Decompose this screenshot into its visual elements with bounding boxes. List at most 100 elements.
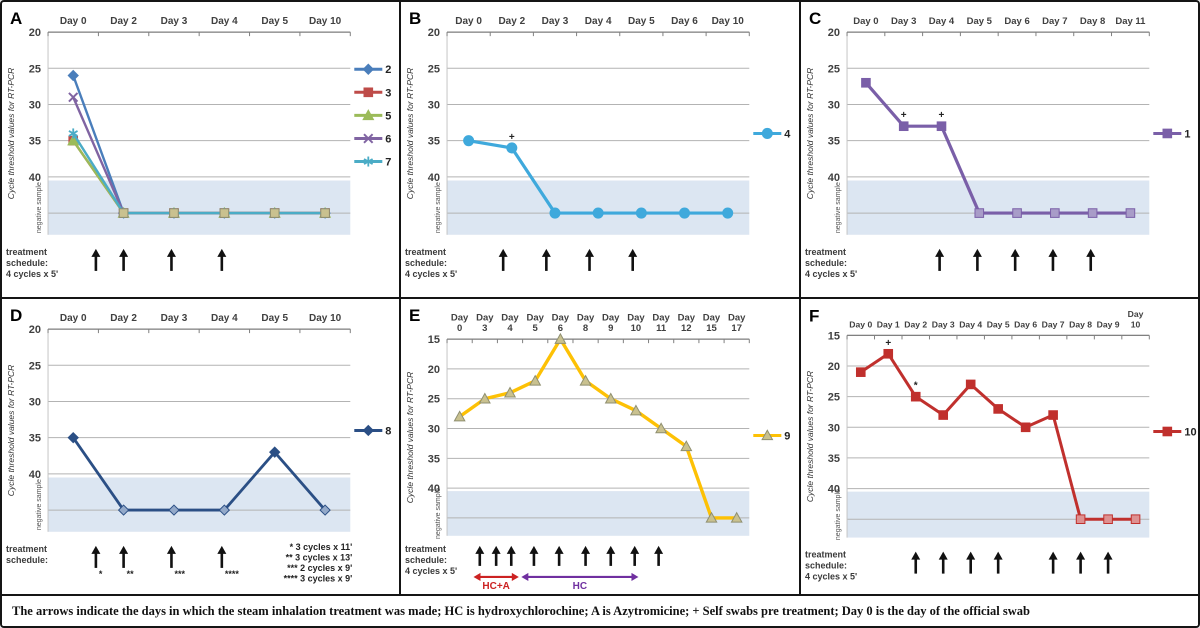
svg-text:Day 10: Day 10 bbox=[309, 16, 342, 27]
svg-text:30: 30 bbox=[29, 396, 41, 408]
svg-text:25: 25 bbox=[29, 63, 41, 75]
svg-text:schedule:: schedule: bbox=[805, 258, 847, 268]
svg-text:negative sample: negative sample bbox=[36, 479, 43, 530]
svg-text:schedule:: schedule: bbox=[405, 258, 447, 268]
svg-text:HC+A: HC+A bbox=[483, 581, 511, 592]
svg-text:25: 25 bbox=[428, 63, 440, 75]
svg-text:schedule:: schedule: bbox=[6, 258, 48, 268]
svg-text:Day 9: Day 9 bbox=[1096, 319, 1119, 329]
panel-e-chart: 152025303540Day0Day3Day4Day5Day6Day8Day9… bbox=[405, 306, 790, 592]
svg-text:F: F bbox=[809, 306, 819, 325]
svg-text:HC: HC bbox=[573, 581, 587, 592]
svg-text:Day 5: Day 5 bbox=[628, 16, 655, 27]
svg-text:Day: Day bbox=[703, 313, 721, 324]
panel-f-chart: 15 20 25 30 35 40 Day 0 Day 1 Day 2 Day 3 Day 4 Day… bbox=[805, 306, 1197, 582]
svg-text:4 cycles x 5': 4 cycles x 5' bbox=[6, 269, 58, 279]
svg-text:Day 2: Day 2 bbox=[499, 16, 526, 27]
svg-text:**: ** bbox=[127, 569, 134, 579]
svg-text:4 cycles x 5': 4 cycles x 5' bbox=[805, 269, 857, 279]
svg-text:Day 3: Day 3 bbox=[161, 16, 188, 27]
svg-text:Day 6: Day 6 bbox=[671, 16, 698, 27]
svg-text:10: 10 bbox=[631, 323, 642, 334]
svg-text:15: 15 bbox=[827, 330, 839, 342]
svg-text:0: 0 bbox=[457, 323, 462, 334]
svg-text:C: C bbox=[809, 9, 821, 28]
svg-text:Day 4: Day 4 bbox=[211, 313, 238, 324]
svg-text:30: 30 bbox=[29, 99, 41, 111]
svg-text:Day 3: Day 3 bbox=[931, 319, 954, 329]
svg-text:negative sample: negative sample bbox=[36, 182, 43, 233]
svg-text:E: E bbox=[409, 306, 420, 325]
svg-text:20: 20 bbox=[29, 324, 41, 336]
svg-text:**** 3 cycles x 9': **** 3 cycles x 9' bbox=[284, 573, 353, 583]
svg-text:12: 12 bbox=[681, 323, 692, 334]
svg-text:40: 40 bbox=[827, 172, 839, 184]
svg-text:*: * bbox=[99, 569, 103, 579]
svg-text:5: 5 bbox=[533, 323, 539, 334]
svg-text:30: 30 bbox=[428, 99, 440, 111]
svg-text:Day 6: Day 6 bbox=[1004, 16, 1029, 27]
svg-text:Day 8: Day 8 bbox=[1080, 16, 1105, 27]
svg-text:6: 6 bbox=[385, 133, 391, 145]
svg-text:20: 20 bbox=[827, 27, 839, 39]
svg-text:8: 8 bbox=[385, 425, 391, 437]
svg-text:***: *** bbox=[174, 569, 185, 579]
svg-text:Cycle threshold values for RT-: Cycle threshold values for RT-PCR bbox=[805, 68, 815, 200]
svg-text:Day 0: Day 0 bbox=[853, 16, 878, 27]
svg-text:Day 0: Day 0 bbox=[456, 16, 483, 27]
svg-text:11: 11 bbox=[656, 323, 667, 334]
panel-b-chart: 20 25 30 35 40 Day 0 Day 2 Day 3 Day 4 Day 5 Day 6… bbox=[405, 9, 791, 279]
svg-text:2: 2 bbox=[385, 64, 391, 76]
svg-text:7: 7 bbox=[385, 157, 391, 169]
svg-text:Day: Day bbox=[552, 313, 570, 324]
svg-text:6: 6 bbox=[558, 323, 563, 334]
svg-text:25: 25 bbox=[827, 63, 839, 75]
svg-text:Day 0: Day 0 bbox=[60, 313, 87, 324]
panel-c-chart: 20 25 30 35 40 Day 0 Day 3 Day 4 Day 5 Day 6 Day 7… bbox=[805, 9, 1190, 279]
svg-text:40: 40 bbox=[428, 483, 440, 495]
panel-f: 15 20 25 30 35 40 Day 0 Day 1 Day 2 Day 3 Day 4 Day… bbox=[800, 299, 1198, 594]
svg-text:Day 0: Day 0 bbox=[60, 16, 87, 27]
svg-text:40: 40 bbox=[428, 172, 440, 184]
svg-text:Day 3: Day 3 bbox=[542, 16, 569, 27]
svg-text:Day 2: Day 2 bbox=[110, 16, 137, 27]
svg-text:35: 35 bbox=[428, 136, 440, 148]
svg-text:4: 4 bbox=[508, 323, 514, 334]
svg-text:15: 15 bbox=[428, 334, 440, 346]
svg-text:3: 3 bbox=[385, 87, 391, 99]
svg-text:* 3 cycles x 11': * 3 cycles x 11' bbox=[290, 542, 353, 552]
svg-text:negative sample: negative sample bbox=[835, 182, 842, 233]
svg-text:25: 25 bbox=[827, 392, 839, 404]
panel-a: 20 25 30 35 40 Day 0 Day 2 Day 3 Day 4 Day 5 Day 1… bbox=[2, 2, 400, 297]
svg-text:treatment: treatment bbox=[6, 247, 47, 257]
svg-text:4 cycles x 5': 4 cycles x 5' bbox=[805, 572, 857, 582]
svg-text:9: 9 bbox=[608, 323, 613, 334]
svg-text:20: 20 bbox=[29, 27, 41, 39]
svg-text:10: 10 bbox=[1184, 426, 1196, 438]
svg-text:Cycle threshold values for RT-: Cycle threshold values for RT-PCR bbox=[805, 371, 815, 502]
svg-text:treatment: treatment bbox=[805, 550, 846, 560]
svg-text:Day 4: Day 4 bbox=[211, 16, 238, 27]
svg-text:****: **** bbox=[225, 569, 239, 579]
svg-text:negative sample: negative sample bbox=[835, 489, 842, 540]
svg-text:25: 25 bbox=[428, 394, 440, 406]
svg-text:+: + bbox=[509, 132, 515, 143]
svg-text:Day 1: Day 1 bbox=[876, 319, 899, 329]
svg-text:Day: Day bbox=[527, 313, 545, 324]
svg-text:Cycle threshold values for RT-: Cycle threshold values for RT-PCR bbox=[405, 372, 415, 504]
svg-text:+: + bbox=[885, 338, 891, 349]
svg-text:4 cycles x 5': 4 cycles x 5' bbox=[405, 269, 457, 279]
svg-text:Day 0: Day 0 bbox=[849, 319, 872, 329]
svg-text:Day 11: Day 11 bbox=[1115, 16, 1146, 27]
svg-text:+: + bbox=[900, 110, 906, 121]
svg-text:Day 3: Day 3 bbox=[161, 313, 188, 324]
svg-text:Day: Day bbox=[678, 313, 696, 324]
svg-text:** 3 cycles x 13': ** 3 cycles x 13' bbox=[286, 552, 353, 562]
svg-text:treatment: treatment bbox=[6, 544, 47, 554]
svg-text:5: 5 bbox=[385, 110, 391, 122]
svg-text:Day 5: Day 5 bbox=[261, 313, 288, 324]
svg-text:Day: Day bbox=[653, 313, 671, 324]
panel-b: 20 25 30 35 40 Day 0 Day 2 Day 3 Day 4 Day 5 Day 6… bbox=[401, 2, 799, 297]
